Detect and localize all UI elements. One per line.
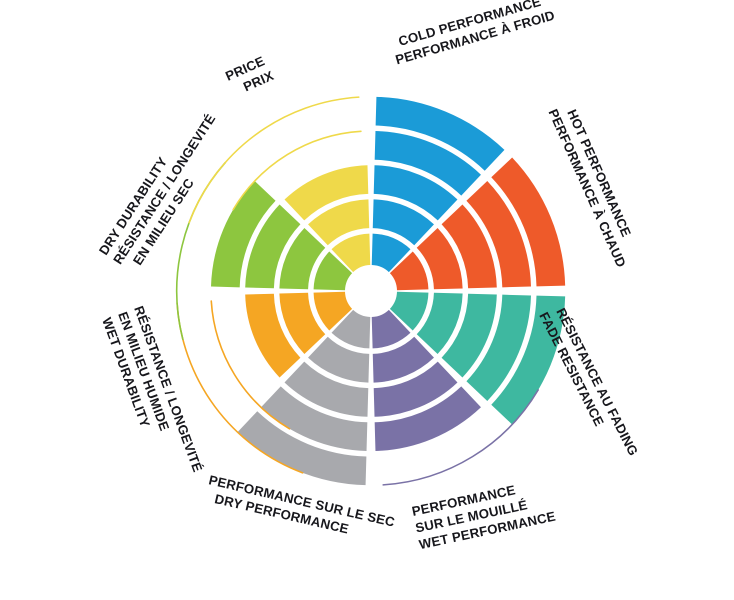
sector-cold-performance[interactable] bbox=[371, 96, 505, 273]
sector-price-ring-2[interactable] bbox=[308, 199, 370, 246]
sector-dry-performance-ring-1[interactable] bbox=[331, 309, 371, 349]
sector-wet-durability-ring-3[interactable] bbox=[245, 293, 301, 378]
label-wet-durability: RÉSISTANCE / LONGEVITÉ EN MILIEU HUMIDE … bbox=[99, 304, 206, 489]
label-cold-performance: COLD PERFORMANCE PERFORMANCE À FROID bbox=[389, 0, 557, 67]
svg-text:HOT PERFORMANCE PERFOR: HOT PERFORMANCE PERFORMANCE À CHAUD bbox=[545, 100, 644, 270]
sector-fade-resistance-ring-2[interactable] bbox=[416, 292, 463, 354]
sector-fade-resistance-ring-4[interactable] bbox=[466, 294, 531, 401]
sector-cold-performance-ring-3[interactable] bbox=[373, 165, 458, 221]
leader-arc-wet-durability-4 bbox=[210, 300, 291, 430]
sector-cold-performance-ring-2[interactable] bbox=[372, 199, 434, 246]
sector-fade-resistance-ring-5[interactable] bbox=[491, 295, 566, 425]
svg-text:PERFORMANCE SUR LE SEC: PERFORMANCE SUR LE SEC DRY PERFORMANCE bbox=[204, 472, 401, 547]
sector-dry-durability-ring-1[interactable] bbox=[313, 251, 353, 291]
sector-fade-resistance[interactable] bbox=[389, 291, 566, 425]
svg-text:DRY DURABILITY RÉSISTA: DRY DURABILITY RÉSISTANCE / LONGEVITÉ EN… bbox=[96, 99, 235, 276]
leader-arcs bbox=[175, 96, 539, 486]
sector-wet-durability[interactable] bbox=[245, 291, 353, 378]
sector-wet-performance[interactable] bbox=[371, 309, 481, 451]
label-dry-durability-line2: RÉSISTANCE / LONGEVITÉ bbox=[110, 111, 218, 266]
sector-wet-performance-ring-2[interactable] bbox=[372, 336, 434, 383]
label-wet-performance: PERFORMANCE SUR LE MOUILLÉ WET PERFORMAN… bbox=[411, 475, 557, 552]
sector-hot-performance-ring-2[interactable] bbox=[416, 228, 463, 290]
label-fade-resistance: RÉSISTANCE AU FADING FADE RESISTANCE bbox=[536, 302, 642, 469]
sector-dry-durability[interactable] bbox=[211, 181, 353, 291]
svg-text:PRICE PRIX: PRICE PRIX bbox=[223, 52, 277, 100]
sector-dry-performance-ring-3[interactable] bbox=[284, 361, 369, 417]
sector-hot-performance-ring-1[interactable] bbox=[389, 251, 429, 291]
sector-cold-performance-ring-4[interactable] bbox=[374, 131, 481, 196]
sector-hot-performance-ring-4[interactable] bbox=[466, 181, 531, 288]
wheel-segments bbox=[211, 96, 566, 486]
svg-text:RÉSISTANCE / LONGEVITÉ: RÉSISTANCE / LONGEVITÉ EN MILIEU HUMIDE … bbox=[99, 304, 206, 489]
sector-cold-performance-ring-1[interactable] bbox=[371, 233, 411, 273]
sector-dry-durability-ring-3[interactable] bbox=[245, 204, 301, 289]
sector-price-ring-3[interactable] bbox=[284, 165, 369, 221]
sector-hot-performance[interactable] bbox=[389, 157, 566, 291]
sector-dry-performance-ring-2[interactable] bbox=[308, 336, 370, 383]
sector-cold-performance-ring-5[interactable] bbox=[375, 96, 505, 171]
leader-arc-price-5 bbox=[188, 96, 360, 224]
label-fade-resistance-line1: RÉSISTANCE AU FADING bbox=[553, 306, 641, 459]
leader-arc-price-4 bbox=[232, 130, 362, 211]
sector-fade-resistance-ring-1[interactable] bbox=[389, 291, 429, 331]
svg-text:PERFORMANCE SUR LE MOU: PERFORMANCE SUR LE MOUILLÉ WET PERFORMAN… bbox=[411, 475, 557, 552]
label-price: PRICE PRIX bbox=[223, 52, 277, 100]
sector-wet-durability-ring-2[interactable] bbox=[279, 292, 326, 354]
sector-fade-resistance-ring-3[interactable] bbox=[441, 293, 497, 378]
sector-dry-performance[interactable] bbox=[237, 309, 371, 486]
label-hot-performance: HOT PERFORMANCE PERFORMANCE À CHAUD bbox=[545, 100, 644, 270]
sector-wet-performance-ring-1[interactable] bbox=[371, 309, 411, 349]
sector-wet-performance-ring-3[interactable] bbox=[373, 361, 458, 417]
sector-dry-performance-ring-4[interactable] bbox=[261, 386, 368, 451]
label-dry-performance: PERFORMANCE SUR LE SEC DRY PERFORMANCE bbox=[204, 472, 401, 547]
sector-wet-durability-ring-1[interactable] bbox=[313, 291, 353, 331]
sector-hot-performance-ring-5[interactable] bbox=[491, 157, 566, 287]
svg-text:RÉSISTANCE AU FADING F: RÉSISTANCE AU FADING FADE RESISTANCE bbox=[536, 302, 642, 469]
svg-text:COLD PERFORMANCE PERFO: COLD PERFORMANCE PERFORMANCE À FROID bbox=[389, 0, 556, 67]
sector-dry-durability-ring-4[interactable] bbox=[211, 181, 276, 288]
sector-dry-performance-ring-5[interactable] bbox=[237, 411, 367, 486]
sector-price-ring-1[interactable] bbox=[331, 233, 371, 273]
label-dry-durability: DRY DURABILITY RÉSISTANCE / LONGEVITÉ EN… bbox=[96, 99, 235, 276]
leader-arc-wet-performance-5 bbox=[382, 389, 539, 486]
sector-dry-durability-ring-2[interactable] bbox=[279, 228, 326, 290]
sector-hot-performance-ring-3[interactable] bbox=[441, 204, 497, 289]
sector-wet-performance-ring-4[interactable] bbox=[374, 386, 481, 451]
sector-price[interactable] bbox=[284, 165, 371, 273]
